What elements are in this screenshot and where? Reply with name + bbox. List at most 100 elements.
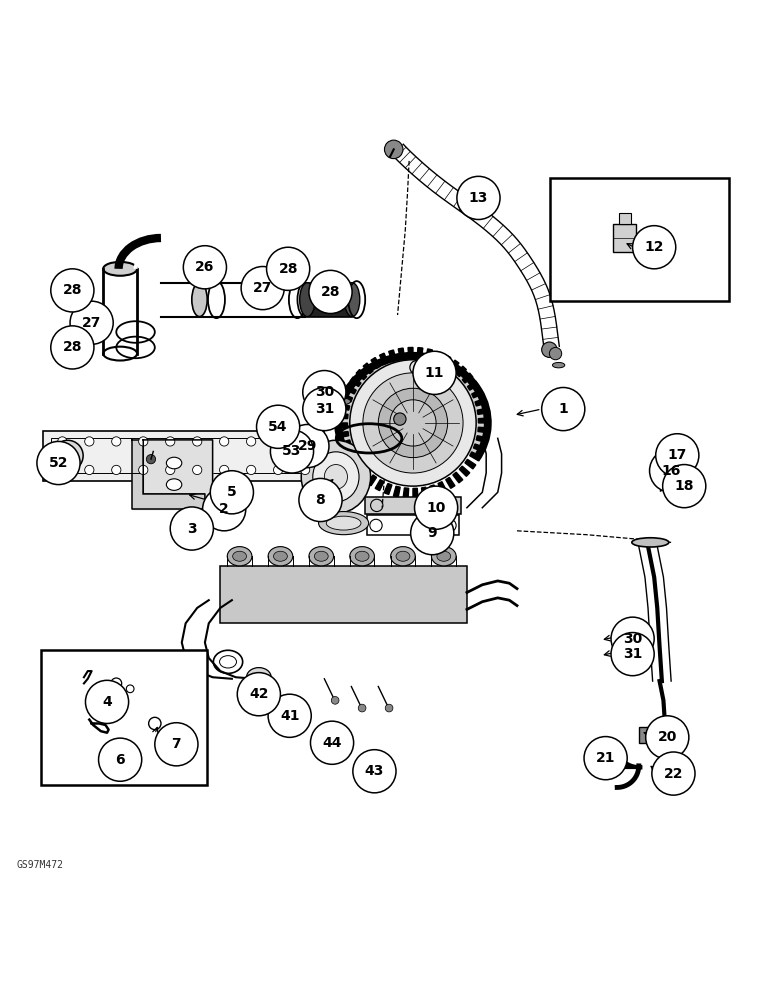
Text: 31: 31: [623, 647, 642, 661]
Polygon shape: [413, 488, 418, 498]
Bar: [220, 566, 467, 623]
Circle shape: [310, 721, 354, 764]
Text: 53: 53: [283, 444, 302, 458]
Circle shape: [268, 694, 311, 737]
Polygon shape: [375, 480, 384, 491]
Circle shape: [331, 697, 339, 704]
Text: 28: 28: [63, 283, 82, 297]
Ellipse shape: [337, 398, 350, 404]
Circle shape: [112, 465, 121, 475]
Circle shape: [210, 471, 253, 514]
Circle shape: [390, 400, 436, 446]
Ellipse shape: [350, 547, 374, 566]
Polygon shape: [403, 488, 408, 498]
Bar: [43, 431, 324, 481]
Ellipse shape: [327, 516, 361, 530]
Polygon shape: [462, 373, 473, 383]
Text: 21: 21: [596, 751, 615, 765]
Bar: [618, 213, 631, 224]
Circle shape: [183, 246, 226, 289]
Polygon shape: [363, 363, 373, 374]
Bar: [613, 224, 636, 252]
Circle shape: [411, 512, 454, 555]
Text: 7: 7: [171, 737, 181, 751]
Circle shape: [309, 270, 352, 314]
Circle shape: [385, 704, 393, 712]
Circle shape: [139, 437, 148, 446]
Text: 8: 8: [316, 493, 325, 507]
Circle shape: [266, 247, 310, 290]
Circle shape: [652, 752, 695, 795]
Polygon shape: [472, 390, 482, 398]
Circle shape: [166, 437, 174, 446]
Circle shape: [147, 455, 156, 464]
Circle shape: [171, 507, 213, 550]
Ellipse shape: [297, 283, 313, 317]
Polygon shape: [465, 459, 476, 469]
Ellipse shape: [432, 547, 456, 566]
Polygon shape: [337, 423, 347, 428]
Polygon shape: [430, 485, 437, 496]
Polygon shape: [438, 482, 446, 493]
Text: 3: 3: [187, 522, 197, 536]
Polygon shape: [476, 436, 487, 442]
Text: 13: 13: [469, 191, 488, 205]
Circle shape: [542, 342, 557, 357]
Polygon shape: [469, 452, 481, 461]
Circle shape: [241, 267, 284, 310]
Circle shape: [256, 405, 300, 448]
Text: 22: 22: [664, 767, 683, 781]
Circle shape: [51, 269, 94, 312]
Circle shape: [192, 465, 201, 475]
Text: 29: 29: [298, 439, 317, 453]
Ellipse shape: [355, 551, 369, 561]
Circle shape: [112, 437, 121, 446]
Polygon shape: [477, 408, 488, 414]
Polygon shape: [353, 463, 364, 473]
Bar: [365, 497, 461, 514]
Polygon shape: [341, 394, 353, 402]
Polygon shape: [371, 358, 381, 368]
Circle shape: [300, 465, 310, 475]
Text: 9: 9: [428, 526, 437, 540]
Circle shape: [219, 437, 229, 446]
Text: 16: 16: [662, 464, 681, 478]
Text: 5: 5: [227, 485, 237, 499]
Polygon shape: [473, 444, 485, 452]
Circle shape: [52, 440, 83, 471]
Text: 2: 2: [219, 502, 229, 516]
Circle shape: [611, 633, 654, 676]
Circle shape: [86, 680, 129, 723]
Polygon shape: [388, 350, 396, 361]
Ellipse shape: [246, 668, 271, 687]
Text: 11: 11: [425, 366, 445, 380]
Polygon shape: [417, 348, 423, 358]
Circle shape: [662, 465, 706, 508]
Circle shape: [37, 441, 80, 485]
Polygon shape: [345, 385, 356, 394]
Ellipse shape: [314, 551, 328, 561]
Bar: [367, 515, 459, 535]
Text: 12: 12: [645, 240, 664, 254]
Circle shape: [273, 465, 283, 475]
Ellipse shape: [167, 457, 181, 469]
Ellipse shape: [324, 465, 347, 489]
Circle shape: [542, 387, 585, 431]
Polygon shape: [144, 440, 212, 502]
Ellipse shape: [300, 283, 315, 317]
Text: 30: 30: [623, 632, 642, 646]
Text: 20: 20: [658, 730, 677, 744]
Polygon shape: [344, 448, 354, 456]
Polygon shape: [425, 349, 432, 360]
Circle shape: [246, 437, 256, 446]
Polygon shape: [132, 440, 205, 509]
Text: 28: 28: [279, 262, 298, 276]
Text: GS97M472: GS97M472: [16, 860, 63, 870]
Polygon shape: [449, 360, 459, 371]
Polygon shape: [478, 427, 489, 433]
Bar: [41, 650, 207, 785]
Ellipse shape: [103, 262, 137, 276]
Circle shape: [550, 347, 562, 360]
Circle shape: [611, 617, 654, 660]
Polygon shape: [340, 440, 351, 447]
